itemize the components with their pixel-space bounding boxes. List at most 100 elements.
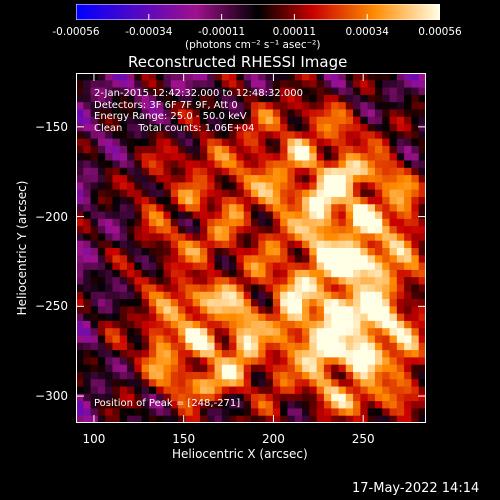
heatmap-cell	[411, 116, 420, 125]
heatmap-cell	[83, 226, 91, 234]
heatmap-cell	[236, 102, 245, 110]
heatmap-cell	[243, 145, 252, 154]
heatmap-cell	[214, 124, 223, 132]
heatmap-cell	[83, 269, 91, 278]
heatmap-cell	[236, 306, 245, 315]
heatmap-cell	[411, 175, 420, 183]
heatmap-cell	[76, 124, 84, 132]
heatmap-cell	[338, 87, 347, 96]
heatmap-cell	[353, 175, 361, 183]
heatmap-cell	[156, 94, 164, 103]
heatmap-cell	[199, 284, 208, 293]
heatmap-cell	[185, 277, 194, 285]
heatmap-cell	[280, 226, 288, 234]
heatmap-cell	[127, 379, 135, 387]
heatmap-cell	[302, 116, 310, 125]
heatmap-cell	[141, 94, 150, 103]
heatmap-cell	[243, 87, 252, 96]
heatmap-cell	[309, 131, 318, 140]
heatmap-cell	[207, 277, 215, 285]
heatmap-cell	[134, 160, 143, 169]
heatmap-cell	[418, 211, 426, 220]
heatmap-cell	[418, 299, 426, 307]
heatmap-cell	[382, 393, 390, 402]
heatmap-cell	[127, 116, 135, 125]
heatmap-cell	[294, 80, 303, 88]
heatmap-cell	[272, 80, 281, 88]
heatmap-cell	[97, 357, 106, 366]
heatmap-cell	[374, 189, 383, 198]
heatmap-cell	[411, 408, 420, 417]
heatmap-cell	[367, 291, 376, 300]
heatmap-cell	[389, 131, 398, 140]
heatmap-cell	[411, 313, 420, 322]
heatmap-cell	[243, 116, 252, 125]
heatmap-cell	[251, 379, 259, 387]
heatmap-cell	[243, 371, 252, 380]
heatmap-cell	[199, 408, 208, 417]
heatmap-cell	[258, 335, 266, 344]
heatmap-cell	[338, 291, 347, 300]
heatmap-cell	[141, 211, 150, 220]
heatmap-cell	[221, 233, 230, 242]
heatmap-cell	[360, 408, 369, 417]
heatmap-cell	[214, 189, 223, 198]
heatmap-cell	[331, 415, 339, 423]
heatmap-cell	[418, 189, 426, 198]
heatmap-cell	[185, 284, 194, 293]
heatmap-cell	[76, 277, 84, 285]
heatmap-cell	[287, 408, 296, 417]
heatmap-cell	[199, 73, 208, 81]
heatmap-cell	[323, 204, 332, 212]
heatmap-cell	[97, 182, 106, 191]
heatmap-cell	[404, 335, 412, 344]
heatmap-cell	[178, 240, 186, 249]
heatmap-cell	[302, 248, 310, 256]
heatmap-cell	[170, 116, 179, 125]
heatmap-cell	[170, 248, 179, 256]
heatmap-cell	[382, 306, 390, 315]
heatmap-cell	[331, 167, 339, 176]
heatmap-cell	[207, 189, 215, 198]
heatmap-cell	[360, 371, 369, 380]
heatmap-cell	[323, 313, 332, 322]
heatmap-cell	[280, 87, 288, 96]
heatmap-cell	[148, 102, 157, 110]
heatmap-cell	[331, 350, 339, 358]
heatmap-cell	[272, 379, 281, 387]
heatmap-cell	[309, 357, 318, 366]
heatmap-cell	[90, 408, 99, 417]
heatmap-cell	[287, 196, 296, 205]
heatmap-cell	[280, 109, 288, 118]
heatmap-cell	[396, 342, 405, 351]
heatmap-cell	[127, 299, 135, 307]
heatmap-cell	[178, 204, 186, 212]
heatmap-cell	[404, 73, 412, 81]
heatmap-cell	[374, 80, 383, 88]
heatmap-cell	[221, 342, 230, 351]
heatmap-cell	[185, 102, 194, 110]
heatmap-cell	[229, 138, 237, 147]
heatmap-cell	[97, 328, 106, 336]
y-tick-label: −250	[35, 299, 68, 314]
heatmap-cell	[185, 299, 194, 307]
heatmap-cell	[323, 189, 332, 198]
heatmap-cell	[83, 328, 91, 336]
heatmap-cell	[207, 240, 215, 249]
heatmap-cell	[134, 255, 143, 263]
heatmap-cell	[148, 189, 157, 198]
heatmap-cell	[396, 124, 405, 132]
heatmap-cell	[170, 306, 179, 315]
heatmap-cell	[199, 371, 208, 380]
heatmap-cell	[192, 393, 201, 402]
heatmap-cell	[251, 269, 259, 278]
heatmap-cell	[309, 211, 318, 220]
heatmap-cell	[178, 386, 186, 395]
heatmap-cell	[316, 204, 325, 212]
heatmap-cell	[214, 408, 223, 417]
heatmap-cell	[105, 379, 113, 387]
heatmap-cell	[404, 204, 412, 212]
heatmap-cell	[418, 182, 426, 191]
heatmap-cell	[323, 240, 332, 249]
heatmap-cell	[272, 116, 281, 125]
